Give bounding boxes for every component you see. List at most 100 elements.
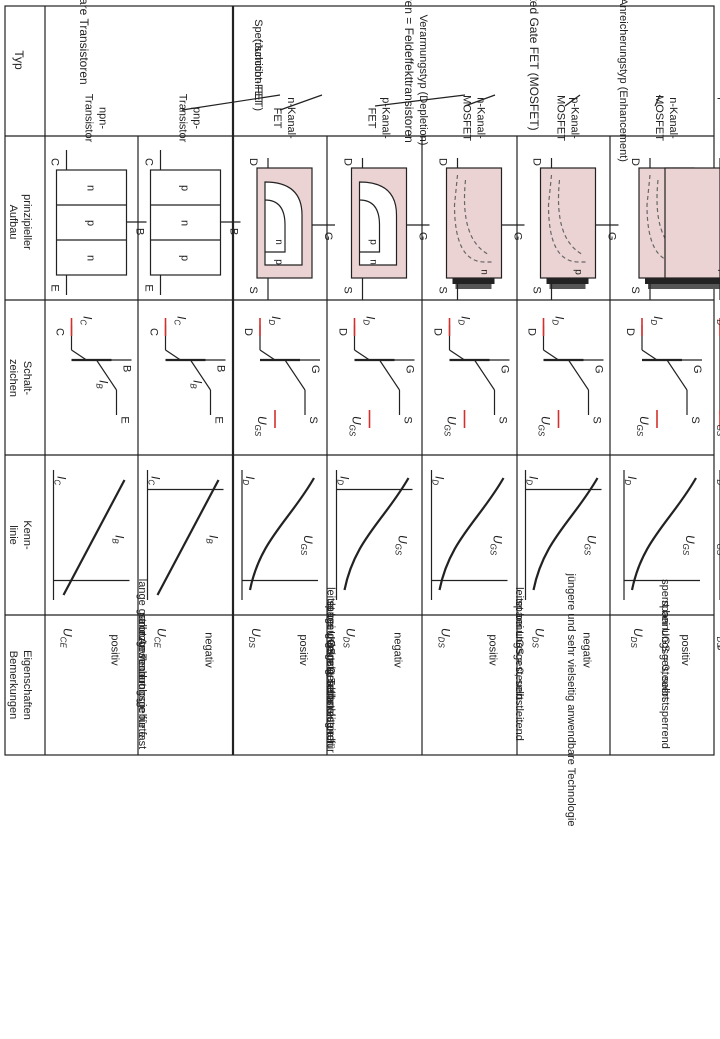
characteristic-curve: IC IB [147, 470, 224, 600]
terminal-s: S [247, 286, 259, 293]
structure-drawing: n p n C E B [49, 150, 147, 295]
polarity-word: positiv [679, 634, 691, 666]
gate-oxide [546, 278, 589, 284]
polarity-symbol: UDS [715, 628, 720, 648]
layer-label: p [85, 220, 97, 226]
symbol-terminal-side: G [593, 365, 605, 374]
structure-box [664, 167, 720, 279]
symbol-terminal-top: C [148, 328, 160, 336]
polarity-symbol: UCE [153, 628, 169, 648]
group-bipolar: Bipolare Transistoren [77, 0, 91, 85]
symbol-terminal-top: D [624, 328, 636, 336]
symbol-terminal-top: D [717, 328, 720, 336]
polarity-word: negativ [717, 632, 720, 668]
group-headers: Bipolare Transistoren Unipolare Transist… [77, 0, 629, 162]
curve-x-label: UGS [489, 535, 505, 556]
row-label-aufbau-2: Aufbau [7, 205, 19, 240]
remark-jfet: Kleinsignaltransistoren [325, 637, 337, 748]
terminal-s: S [717, 286, 720, 293]
remark-bipolar: alle Anwendungsgebiete [136, 618, 148, 737]
symbol-base-label: IB [189, 380, 205, 389]
characteristic-curve: ID UGS [336, 470, 413, 600]
gate-oxide [645, 278, 687, 284]
curve-line [438, 477, 505, 591]
row-labels: Typ prinzipieller Aufbau Schalt- zeichen… [7, 50, 33, 720]
row-label-eigenschaften-2: Bemerkungen [7, 651, 19, 720]
layer-label: n [179, 220, 191, 226]
column-4: p-Kanal-FET p n D S G D S G ID UGS ID UGS UDS negativ [336, 97, 430, 668]
structure-box [445, 167, 503, 279]
remark-bipolar: lange genutzte Technologie für fast [136, 579, 148, 749]
symbol-lead [474, 359, 495, 391]
terminal-c: C [49, 158, 61, 166]
curve-line [630, 477, 697, 591]
terminal-d: D [531, 158, 543, 166]
symbol-lead [641, 349, 658, 361]
field-line [463, 179, 490, 256]
curve-line [248, 477, 315, 591]
characteristic-curve: ID UGS [715, 470, 720, 600]
symbol-current-label: IC [79, 316, 95, 325]
polarity-word: negativ [581, 632, 593, 668]
column-name-line2: MOSFET [653, 95, 665, 141]
curve-y-label: ID [623, 476, 639, 485]
gate-region [359, 199, 381, 253]
symbol-current-label: ID [649, 316, 665, 325]
characteristic-curve: ID UGS [431, 470, 508, 600]
layer-label: p [179, 255, 191, 261]
column-name-line2: FET [271, 108, 283, 129]
symbol-terminal-bottom: S [307, 416, 319, 423]
symbol-voltage-label: UGS [443, 416, 459, 437]
symbol-voltage-label: UGS [635, 416, 651, 437]
symbol-terminal-bottom: S [402, 416, 414, 423]
symbol-lead [354, 349, 370, 361]
curve-x-label: UGS [715, 535, 720, 556]
layer-label: p [179, 185, 191, 191]
symbol-current-label: IC [173, 316, 189, 325]
curve-y-label: ID [715, 476, 720, 485]
group-junction-1: Sperrschicht-FET [252, 19, 264, 105]
polarity-symbol: UDS [531, 628, 547, 648]
terminal-s: S [629, 286, 641, 293]
column-3: n-Kanal-FET n p D S G D S G ID UGS ID UGS UDS positiv [241, 97, 335, 666]
layer-label: n [273, 239, 284, 245]
column-5: n-Kanal-MOSFET n D S G D S G ID UGS ID UGS UDS positi… [431, 95, 525, 666]
curve-line [62, 479, 126, 596]
polarity-symbol: UDS [629, 628, 645, 648]
symbol-terminal-bottom: S [591, 416, 603, 423]
symbol-current-label: ID [715, 316, 720, 325]
layer-label: n [368, 259, 379, 265]
circuit-symbol: D S G ID UGS [432, 316, 511, 437]
symbol-terminal-side: B [121, 365, 133, 372]
symbol-lead [568, 359, 589, 391]
column-name-line2: FET [366, 108, 378, 129]
symbol-terminal-bottom: E [119, 416, 131, 423]
symbol-terminal-bottom: S [717, 416, 720, 423]
structure-drawing: p D S G [531, 158, 619, 300]
symbol-terminal-side: G [404, 365, 416, 374]
polarity-symbol: UDS [247, 628, 263, 648]
column-name-line1: p-Kanal- [717, 97, 720, 139]
column-name-line1: p-Kanal- [569, 97, 581, 139]
symbol-terminal-side: G [309, 365, 321, 374]
row-label-kennlinie-2: linie [7, 525, 19, 545]
symbol-voltage-label: UGS [348, 416, 364, 437]
terminal-b: B [134, 228, 146, 235]
curve-y-label: ID [525, 476, 541, 485]
structure-drawing: n D S G [437, 158, 525, 300]
structure-drawing: p D S G [664, 158, 720, 300]
layer-label: p [573, 269, 584, 275]
terminal-g: G [417, 232, 429, 241]
row-label-eigenschaften-1: Eigenschaften [21, 650, 33, 720]
layer-label: p [273, 259, 284, 265]
enhancement-branch [654, 94, 661, 107]
structure-drawing: n p D S G [247, 158, 335, 300]
polarity: UDS positiv [437, 628, 499, 666]
terminal-s: S [437, 286, 449, 293]
layer-label: n [479, 269, 490, 275]
group-depletion: Verarmungstyp (Depletion) [417, 15, 429, 146]
circuit-symbol: D S G ID UGS [715, 316, 720, 437]
polarity-symbol: UCE [59, 628, 75, 648]
